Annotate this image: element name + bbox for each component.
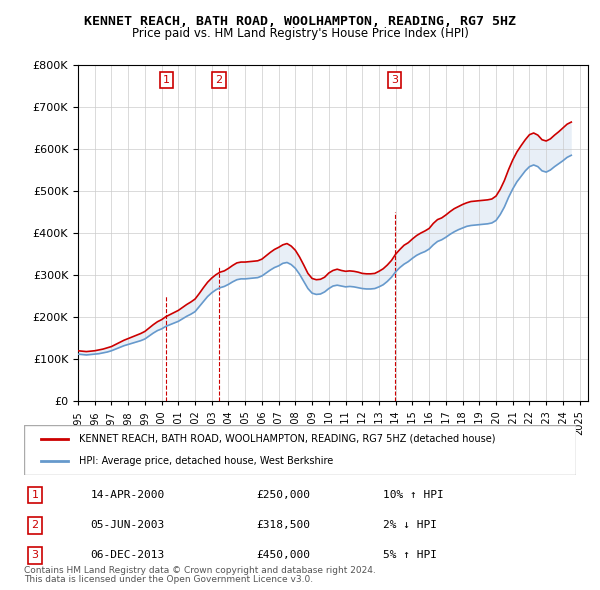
Text: 3: 3 (32, 550, 38, 560)
Text: 1: 1 (32, 490, 38, 500)
Text: 1: 1 (163, 75, 170, 85)
Text: 5% ↑ HPI: 5% ↑ HPI (383, 550, 437, 560)
Text: 06-DEC-2013: 06-DEC-2013 (90, 550, 164, 560)
Text: 10% ↑ HPI: 10% ↑ HPI (383, 490, 443, 500)
Text: Price paid vs. HM Land Registry's House Price Index (HPI): Price paid vs. HM Land Registry's House … (131, 27, 469, 40)
Text: 14-APR-2000: 14-APR-2000 (90, 490, 164, 500)
Text: £450,000: £450,000 (256, 550, 310, 560)
Text: KENNET REACH, BATH ROAD, WOOLHAMPTON, READING, RG7 5HZ (detached house): KENNET REACH, BATH ROAD, WOOLHAMPTON, RE… (79, 434, 496, 444)
Text: KENNET REACH, BATH ROAD, WOOLHAMPTON, READING, RG7 5HZ: KENNET REACH, BATH ROAD, WOOLHAMPTON, RE… (84, 15, 516, 28)
Text: 2: 2 (215, 75, 223, 85)
Text: 2% ↓ HPI: 2% ↓ HPI (383, 520, 437, 530)
Text: HPI: Average price, detached house, West Berkshire: HPI: Average price, detached house, West… (79, 456, 334, 466)
Text: This data is licensed under the Open Government Licence v3.0.: This data is licensed under the Open Gov… (24, 575, 313, 584)
Text: 2: 2 (31, 520, 38, 530)
Text: £250,000: £250,000 (256, 490, 310, 500)
Text: Contains HM Land Registry data © Crown copyright and database right 2024.: Contains HM Land Registry data © Crown c… (24, 566, 376, 575)
Text: 3: 3 (391, 75, 398, 85)
Text: £318,500: £318,500 (256, 520, 310, 530)
FancyBboxPatch shape (24, 425, 576, 475)
Text: 05-JUN-2003: 05-JUN-2003 (90, 520, 164, 530)
